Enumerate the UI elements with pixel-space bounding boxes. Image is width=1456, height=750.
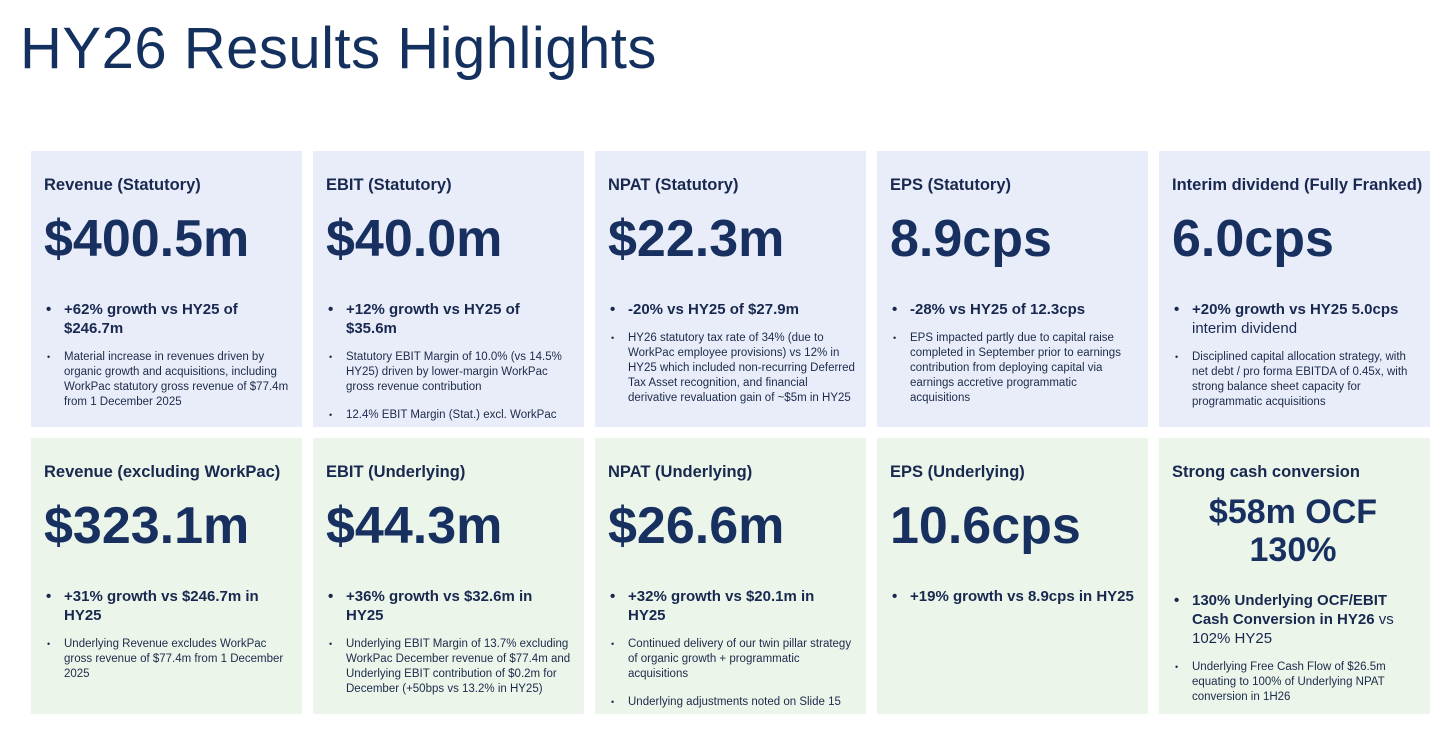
bullet-list: +12% growth vs HY25 of $35.6m Statutory … (326, 300, 574, 423)
card-ebit-underlying: EBIT (Underlying) $44.3m +36% growth vs … (313, 438, 584, 714)
card-title: Interim dividend (Fully Franked) (1172, 176, 1423, 194)
bullet-list: +32% growth vs $20.1m in HY25 Continued … (608, 587, 856, 710)
highlight-text: -28% vs HY25 of 12.3cps (910, 301, 1086, 318)
card-value: $58m OCF 130% (1172, 493, 1420, 569)
page-title: HY26 Results Highlights (20, 16, 657, 81)
card-title: EPS (Underlying) (890, 463, 1025, 481)
card-title: EBIT (Underlying) (326, 463, 466, 481)
card-value: 10.6cps (890, 497, 1081, 555)
card-cash-conversion: Strong cash conversion $58m OCF 130% 130… (1159, 438, 1430, 714)
detail-bullet: Statutory EBIT Margin of 10.0% (vs 14.5%… (326, 350, 574, 395)
detail-bullet: EPS impacted partly due to capital raise… (890, 331, 1138, 406)
detail-bullet: 12.4% EBIT Margin (Stat.) excl. WorkPac (326, 408, 574, 423)
card-eps-underlying: EPS (Underlying) 10.6cps +19% growth vs … (877, 438, 1148, 714)
highlight-text: +12% growth vs HY25 of $35.6m (346, 301, 520, 337)
card-eps-statutory: EPS (Statutory) 8.9cps -28% vs HY25 of 1… (877, 151, 1148, 427)
card-value-line: 130% (1249, 531, 1337, 569)
card-npat-underlying: NPAT (Underlying) $26.6m +32% growth vs … (595, 438, 866, 714)
card-npat-statutory: NPAT (Statutory) $22.3m -20% vs HY25 of … (595, 151, 866, 427)
card-value: $26.6m (608, 497, 785, 555)
highlight-text: +20% growth vs HY25 5.0cps (1192, 301, 1399, 318)
bullet-list: -28% vs HY25 of 12.3cps EPS impacted par… (890, 300, 1138, 406)
bullet-list: 130% Underlying OCF/EBIT Cash Conversion… (1172, 591, 1420, 705)
card-value: $400.5m (44, 210, 250, 268)
card-title: NPAT (Statutory) (608, 176, 739, 194)
card-title: EBIT (Statutory) (326, 176, 452, 194)
highlight-text: +31% growth vs $246.7m in HY25 (64, 588, 259, 624)
highlight-text: +19% growth vs 8.9cps in HY25 (910, 588, 1134, 605)
card-title: Strong cash conversion (1172, 463, 1360, 481)
bullet-list: +36% growth vs $32.6m in HY25 Underlying… (326, 587, 574, 697)
detail-bullet: Underlying adjustments noted on Slide 15 (608, 695, 856, 710)
card-interim-dividend: Interim dividend (Fully Franked) 6.0cps … (1159, 151, 1430, 427)
highlight-text: 130% Underlying OCF/EBIT Cash Conversion… (1192, 592, 1388, 628)
bullet-list: +20% growth vs HY25 5.0cps interim divide… (1172, 300, 1420, 410)
highlight-bullet: +62% growth vs HY25 of $246.7m (44, 300, 292, 338)
card-value: $40.0m (326, 210, 503, 268)
detail-bullet: Underlying EBIT Margin of 13.7% excludin… (326, 637, 574, 697)
highlight-bullet: +32% growth vs $20.1m in HY25 (608, 587, 856, 625)
card-value: $44.3m (326, 497, 503, 555)
highlight-bullet: +36% growth vs $32.6m in HY25 (326, 587, 574, 625)
highlight-bullet: -28% vs HY25 of 12.3cps (890, 300, 1138, 319)
card-value: $22.3m (608, 210, 785, 268)
card-revenue-statutory: Revenue (Statutory) $400.5m +62% growth … (31, 151, 302, 427)
bullet-list: +31% growth vs $246.7m in HY25 Underlyin… (44, 587, 292, 682)
card-ebit-statutory: EBIT (Statutory) $40.0m +12% growth vs H… (313, 151, 584, 427)
card-title: NPAT (Underlying) (608, 463, 753, 481)
detail-bullet: Continued delivery of our twin pillar st… (608, 637, 856, 682)
card-revenue-excl-workpac: Revenue (excluding WorkPac) $323.1m +31%… (31, 438, 302, 714)
highlight-light-text: vs 102% HY25 (1192, 611, 1394, 647)
highlight-text: -20% vs HY25 of $27.9m (628, 301, 799, 318)
detail-bullet: Underlying Revenue excludes WorkPac gros… (44, 637, 292, 682)
highlight-bullet: 130% Underlying OCF/EBIT Cash Conversion… (1172, 591, 1420, 648)
highlight-text: +62% growth vs HY25 of $246.7m (64, 301, 238, 337)
bullet-list: -20% vs HY25 of $27.9m HY26 statutory ta… (608, 300, 856, 406)
card-value: 6.0cps (1172, 210, 1334, 268)
card-value-line: $58m OCF (1208, 493, 1378, 531)
highlight-bullet: -20% vs HY25 of $27.9m (608, 300, 856, 319)
card-title: EPS (Statutory) (890, 176, 1012, 194)
highlight-text: +32% growth vs $20.1m in HY25 (628, 588, 815, 624)
card-value: $323.1m (44, 497, 250, 555)
detail-bullet: Disciplined capital allocation strategy,… (1172, 350, 1420, 410)
highlight-text: +36% growth vs $32.6m in HY25 (346, 588, 533, 624)
highlight-bullet: +19% growth vs 8.9cps in HY25 (890, 587, 1138, 606)
card-title: Revenue (Statutory) (44, 176, 201, 194)
highlights-grid: Revenue (Statutory) $400.5m +62% growth … (31, 151, 1431, 714)
detail-bullet: HY26 statutory tax rate of 34% (due to W… (608, 331, 856, 406)
card-value: 8.9cps (890, 210, 1052, 268)
highlight-bullet: +12% growth vs HY25 of $35.6m (326, 300, 574, 338)
detail-bullet: Underlying Free Cash Flow of $26.5m equa… (1172, 660, 1420, 705)
highlight-bullet: +20% growth vs HY25 5.0cps interim divide… (1172, 300, 1420, 338)
bullet-list: +19% growth vs 8.9cps in HY25 (890, 587, 1138, 606)
highlight-light-text: interim dividend (1192, 320, 1298, 337)
bullet-list: +62% growth vs HY25 of $246.7m Material … (44, 300, 292, 410)
detail-bullet: Material increase in revenues driven by … (44, 350, 292, 410)
card-title: Revenue (excluding WorkPac) (44, 463, 281, 481)
highlight-bullet: +31% growth vs $246.7m in HY25 (44, 587, 292, 625)
